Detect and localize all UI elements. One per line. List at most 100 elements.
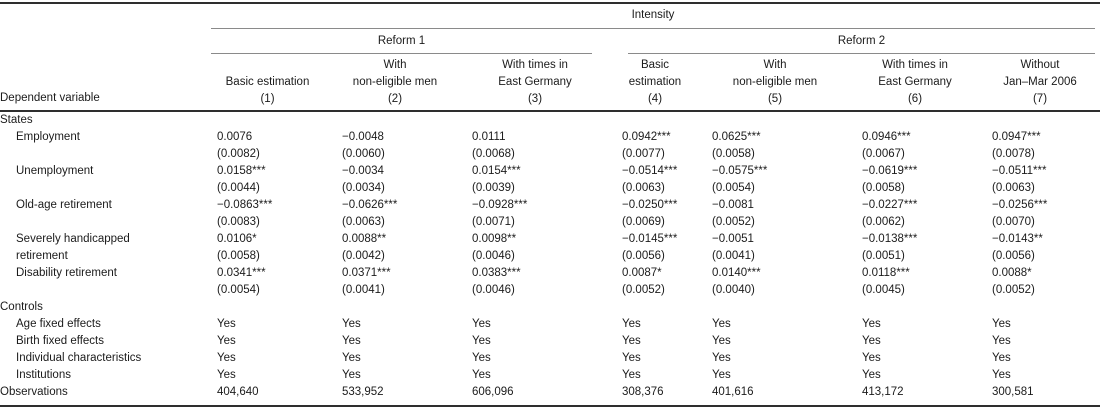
row-label-line: Observations bbox=[0, 386, 68, 398]
coefficient-value: 0.0158*** bbox=[217, 165, 266, 177]
data-cell: 0.0341*** (0.0054) bbox=[205, 265, 330, 299]
column-header-row: Dependent variable Basic estimation (1) Wi… bbox=[0, 54, 1100, 112]
standard-error-value: (0.0062) bbox=[862, 216, 905, 228]
section-header-row: States bbox=[0, 112, 1100, 129]
control-value: Yes bbox=[217, 369, 236, 381]
data-cell: Yes bbox=[850, 316, 980, 333]
control-value: Yes bbox=[622, 318, 641, 330]
control-value: Yes bbox=[217, 335, 236, 347]
control-value: Yes bbox=[862, 335, 881, 347]
coefficient-value: 0.0076 bbox=[217, 131, 253, 143]
data-cell: −0.0145*** (0.0056) bbox=[610, 231, 700, 265]
control-value: Yes bbox=[217, 352, 236, 364]
row-label-line: Unemployment bbox=[16, 165, 94, 177]
intensity-header: Intensity bbox=[211, 4, 1095, 29]
row-label-line: Old-age retirement bbox=[16, 199, 112, 211]
coefficient-value: −0.0034 bbox=[342, 165, 384, 177]
row-label-line: Age fixed effects bbox=[16, 318, 101, 330]
data-cell: −0.0575*** (0.0054) bbox=[700, 163, 850, 197]
coefficient-value: 0.0946*** bbox=[862, 131, 911, 143]
data-cell: 0.0158*** (0.0044) bbox=[205, 163, 330, 197]
control-value: Yes bbox=[992, 318, 1011, 330]
row-label: Employment bbox=[0, 129, 205, 163]
data-cell: 300,581 bbox=[980, 384, 1100, 401]
row-label: Birth fixed effects bbox=[0, 333, 205, 350]
control-value: Yes bbox=[472, 352, 491, 364]
data-cell: 0.0076 (0.0082) bbox=[205, 129, 330, 163]
data-cell: Yes bbox=[610, 316, 700, 333]
intensity-header-row: Intensity bbox=[0, 4, 1100, 29]
standard-error-value: (0.0051) bbox=[862, 250, 905, 262]
standard-error-value: (0.0041) bbox=[712, 250, 755, 262]
column-header-7: Without Jan–Mar 2006 (7) bbox=[980, 57, 1100, 108]
standard-error-value: (0.0044) bbox=[217, 182, 260, 194]
coefficient-value: −0.0143** bbox=[992, 233, 1043, 245]
data-cell: Yes bbox=[980, 367, 1100, 384]
table-body: States Employment 0.0076 (0.0082) −0.0048 (0.… bbox=[0, 112, 1100, 405]
intensity-row-spacer bbox=[0, 4, 205, 29]
row-label: Old-age retirement bbox=[0, 197, 205, 231]
data-cell: −0.0138*** (0.0051) bbox=[850, 231, 980, 265]
data-cell: 0.0087* (0.0052) bbox=[610, 265, 700, 299]
column-number: (1) bbox=[260, 93, 275, 105]
data-cell: −0.0081 (0.0052) bbox=[700, 197, 850, 231]
data-cell: Yes bbox=[460, 333, 610, 350]
standard-error-value: (0.0071) bbox=[472, 216, 515, 228]
control-value: Yes bbox=[992, 352, 1011, 364]
column-header-line: With times in bbox=[502, 59, 568, 71]
standard-error-value: (0.0046) bbox=[472, 284, 515, 296]
data-cell: 0.0371*** (0.0041) bbox=[330, 265, 460, 299]
control-value: Yes bbox=[712, 318, 731, 330]
control-value: Yes bbox=[472, 318, 491, 330]
coefficient-value: −0.0928*** bbox=[472, 199, 528, 211]
column-header-line: With bbox=[383, 59, 407, 71]
coefficient-value: 0.0088** bbox=[342, 233, 387, 245]
table-row: Disability retirement 0.0341*** (0.0054) 0.… bbox=[0, 265, 1100, 299]
table-row: Individual characteristics Yes Yes Yes Yes Ye… bbox=[0, 350, 1100, 367]
standard-error-value: (0.0069) bbox=[622, 216, 665, 228]
data-cell: Yes bbox=[980, 333, 1100, 350]
observations-value: 308,376 bbox=[622, 386, 664, 398]
data-cell: −0.0511*** (0.0063) bbox=[980, 163, 1100, 197]
control-value: Yes bbox=[342, 352, 361, 364]
column-header-5: With non-eligible men (5) bbox=[700, 57, 850, 108]
row-label-line: Severely handicapped bbox=[16, 233, 130, 245]
row-label: Individual characteristics bbox=[0, 350, 205, 367]
section-header: Controls bbox=[0, 301, 43, 313]
coefficient-value: −0.0514*** bbox=[622, 165, 678, 177]
reform-2-header: Reform 2 bbox=[628, 29, 1095, 54]
standard-error-value: (0.0068) bbox=[472, 148, 515, 160]
row-label: Disability retirement bbox=[0, 265, 205, 299]
column-header-line: Basic bbox=[640, 59, 670, 71]
data-cell: 0.0088* (0.0052) bbox=[980, 265, 1100, 299]
standard-error-value: (0.0045) bbox=[862, 284, 905, 296]
data-cell: −0.0928*** (0.0071) bbox=[460, 197, 610, 231]
standard-error-value: (0.0058) bbox=[862, 182, 905, 194]
data-cell: Yes bbox=[610, 350, 700, 367]
column-header-6: With times in East Germany (6) bbox=[850, 57, 980, 108]
standard-error-value: (0.0056) bbox=[622, 250, 665, 262]
coefficient-value: 0.0371*** bbox=[342, 267, 391, 279]
data-cell: −0.0256*** (0.0070) bbox=[980, 197, 1100, 231]
control-value: Yes bbox=[992, 369, 1011, 381]
control-value: Yes bbox=[622, 352, 641, 364]
control-value: Yes bbox=[472, 335, 491, 347]
data-cell: 401,616 bbox=[700, 384, 850, 401]
table-row: Institutions Yes Yes Yes Yes Yes Yes Yes bbox=[0, 367, 1100, 384]
control-value: Yes bbox=[217, 318, 236, 330]
data-cell: −0.0143** (0.0056) bbox=[980, 231, 1100, 265]
observations-value: 401,616 bbox=[712, 386, 754, 398]
column-header-line: Basic estimation bbox=[225, 76, 310, 88]
data-cell: 533,952 bbox=[330, 384, 460, 401]
column-number: (4) bbox=[647, 93, 663, 105]
data-cell: Yes bbox=[330, 333, 460, 350]
data-cell: −0.0034 (0.0034) bbox=[330, 163, 460, 197]
standard-error-value: (0.0063) bbox=[622, 182, 665, 194]
reform-1-header: Reform 1 bbox=[211, 29, 592, 54]
coefficient-value: −0.0227*** bbox=[862, 199, 918, 211]
control-value: Yes bbox=[862, 318, 881, 330]
control-value: Yes bbox=[712, 369, 731, 381]
data-cell: Yes bbox=[700, 333, 850, 350]
row-label-line: Birth fixed effects bbox=[16, 335, 104, 347]
control-value: Yes bbox=[862, 369, 881, 381]
